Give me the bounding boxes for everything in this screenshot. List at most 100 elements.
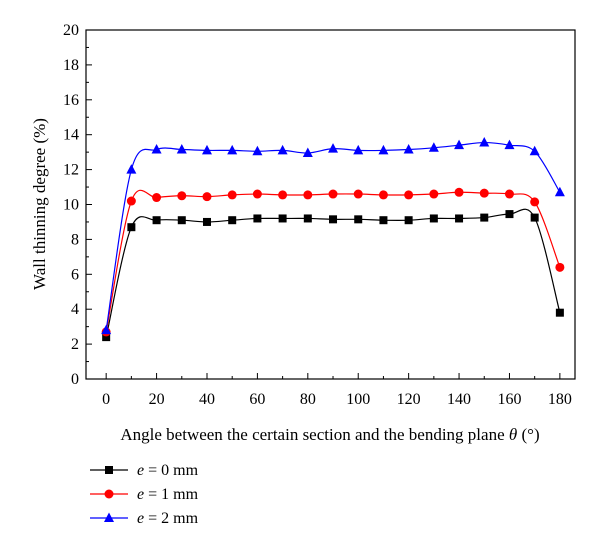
data-point-series-2 xyxy=(126,196,136,206)
y-tick-label: 10 xyxy=(63,197,79,214)
legend-variable: e xyxy=(137,462,144,479)
data-point-series-2 xyxy=(429,189,439,199)
data-point-series-2 xyxy=(328,189,338,199)
data-point-series-1 xyxy=(480,213,489,222)
data-point-series-3 xyxy=(101,324,112,335)
x-tick-label: 120 xyxy=(397,391,421,408)
x-tick-label: 160 xyxy=(497,391,521,408)
data-point-series-2 xyxy=(530,197,540,207)
data-point-series-1 xyxy=(354,215,363,224)
legend-marker xyxy=(104,489,114,499)
data-point-series-1 xyxy=(278,214,287,223)
data-point-series-3 xyxy=(504,139,515,150)
data-point-series-3 xyxy=(151,144,162,154)
data-point-series-1 xyxy=(152,216,161,225)
x-tick-label: 0 xyxy=(102,391,110,408)
data-point-series-3 xyxy=(403,144,414,154)
legend-marker xyxy=(105,466,113,474)
plot-frame xyxy=(85,29,576,380)
axis-ticks: 0 20 40 60 80 100 120 140 160 180 0 2 4 6 8 10 12 14 16 18 2… xyxy=(63,22,572,408)
data-point-series-3 xyxy=(378,144,389,155)
y-tick-label: 20 xyxy=(63,22,79,39)
data-point-series-2 xyxy=(479,188,489,198)
legend-value: = 2 mm xyxy=(144,510,198,527)
y-tick-label: 0 xyxy=(71,371,79,388)
data-point-series-2 xyxy=(404,190,414,200)
legend-label: e = 0 mm xyxy=(137,462,199,479)
data-point-series-1 xyxy=(379,216,388,225)
data-point-series-1 xyxy=(228,216,237,225)
data-point-series-1 xyxy=(127,223,136,232)
data-point-series-3 xyxy=(479,137,490,147)
data-point-series-2 xyxy=(252,189,262,199)
data-point-series-1 xyxy=(177,216,186,225)
data-point-series-2 xyxy=(378,190,388,200)
y-tick-label: 12 xyxy=(63,162,79,179)
data-point-series-3 xyxy=(428,142,439,152)
data-point-series-3 xyxy=(328,143,339,153)
legend-label: e = 2 mm xyxy=(137,510,199,527)
y-tick-label: 8 xyxy=(71,231,79,248)
x-tick-label: 40 xyxy=(199,391,215,408)
y-tick-label: 16 xyxy=(63,92,79,109)
legend-value: = 1 mm xyxy=(144,486,198,503)
legend-label: e = 1 mm xyxy=(137,486,199,503)
data-point-series-3 xyxy=(252,145,263,156)
data-point-series-1 xyxy=(253,214,262,223)
x-axis-label: Angle between the certain section and th… xyxy=(120,425,539,444)
data-point-series-1 xyxy=(455,214,464,223)
legend: e = 0 mme = 1 mme = 2 mm xyxy=(90,462,199,527)
data-point-series-1 xyxy=(303,214,312,223)
legend-marker xyxy=(104,512,114,522)
data-point-series-1 xyxy=(555,308,564,317)
legend-value: = 0 mm xyxy=(144,462,198,479)
x-tick-label: 80 xyxy=(300,391,316,408)
data-point-series-2 xyxy=(454,187,464,197)
data-point-series-3 xyxy=(201,144,212,155)
data-point-series-1 xyxy=(530,213,539,222)
data-point-series-3 xyxy=(454,139,465,150)
y-tick-label: 4 xyxy=(71,301,79,318)
data-point-series-3 xyxy=(353,144,364,155)
data-point-series-2 xyxy=(227,190,237,200)
series-line-3 xyxy=(105,141,561,331)
data-point-series-3 xyxy=(529,145,540,156)
legend-variable: e xyxy=(137,510,144,527)
data-point-series-3 xyxy=(227,144,238,155)
legend-variable: e xyxy=(137,486,144,503)
data-point-series-1 xyxy=(505,210,514,219)
data-point-series-3 xyxy=(126,164,137,174)
data-point-series-2 xyxy=(353,189,363,199)
x-tick-label: 20 xyxy=(149,391,165,408)
data-point-series-3 xyxy=(554,186,565,197)
data-point-series-1 xyxy=(102,333,111,342)
series-line-2 xyxy=(105,189,561,332)
data-point-series-3 xyxy=(277,144,288,155)
data-point-series-1 xyxy=(429,214,438,223)
y-tick-label: 14 xyxy=(63,127,79,144)
x-tick-label: 180 xyxy=(548,391,572,408)
x-tick-label: 140 xyxy=(447,391,471,408)
series-line-1 xyxy=(105,208,561,338)
series-lines xyxy=(105,141,561,338)
data-point-series-3 xyxy=(302,147,313,158)
data-point-series-2 xyxy=(278,190,288,200)
data-point-series-3 xyxy=(176,144,187,154)
y-tick-label: 6 xyxy=(71,266,79,283)
data-point-series-1 xyxy=(202,217,211,226)
data-point-series-2 xyxy=(303,190,313,200)
y-tick-label: 18 xyxy=(63,57,79,74)
x-tick-label: 60 xyxy=(249,391,265,408)
x-tick-label: 100 xyxy=(346,391,370,408)
y-axis-label: Wall thinning degree (%) xyxy=(30,118,49,290)
series-markers xyxy=(101,137,565,342)
data-point-series-2 xyxy=(202,192,212,202)
data-point-series-2 xyxy=(504,189,514,199)
data-point-series-2 xyxy=(555,262,565,272)
data-point-series-1 xyxy=(404,216,413,225)
data-point-series-2 xyxy=(177,191,187,201)
y-tick-label: 2 xyxy=(71,336,79,353)
data-point-series-1 xyxy=(329,215,338,224)
data-point-series-2 xyxy=(152,193,162,203)
